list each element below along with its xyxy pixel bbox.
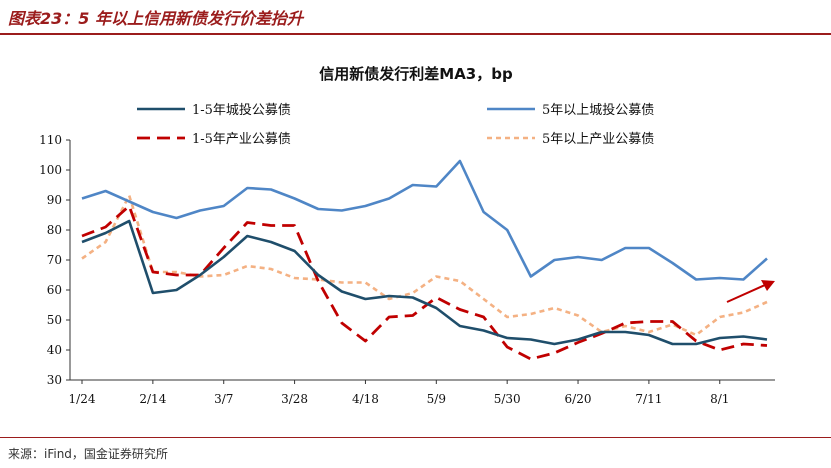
y-tick-label: 110 (39, 133, 62, 147)
y-tick-label: 70 (47, 253, 62, 267)
x-tick-label: 4/18 (352, 392, 379, 406)
annotation-layer (726, 280, 775, 303)
x-tick-label: 8/1 (710, 392, 729, 406)
y-tick-label: 30 (47, 373, 62, 387)
series-line-3 (81, 204, 768, 361)
series-line-2 (81, 159, 768, 281)
header-divider (0, 33, 831, 35)
x-tick-label: 5/9 (427, 392, 446, 406)
trend-arrow-head (761, 280, 775, 291)
y-tick-label: 60 (47, 283, 62, 297)
x-tick-label: 5/30 (494, 392, 521, 406)
y-tick-label: 40 (47, 343, 62, 357)
x-tick-label: 1/24 (69, 392, 96, 406)
footer-divider (0, 437, 831, 438)
legend-label-2: 5年以上城投公募债 (542, 102, 654, 118)
x-tick-label: 7/11 (635, 392, 662, 406)
legend-label-3: 1-5年产业公募债 (192, 132, 291, 147)
chart-axes: 30 40 50 60 70 80 90 100 110 1/24 2/14 3/7 3/28 4/18 5… (39, 133, 775, 406)
trend-arrow-shaft (726, 284, 766, 303)
legend-label-4: 5年以上产业公募债 (542, 132, 654, 147)
series-layer (81, 159, 768, 361)
legend-label-1: 1-5年城投公募债 (192, 102, 291, 118)
y-tick-label: 90 (47, 193, 62, 207)
x-tick-label: 6/20 (565, 392, 592, 406)
figure-header: 图表23：5 年以上信用新债发行价差抬升 (0, 0, 831, 36)
x-tick-label: 3/7 (214, 392, 233, 406)
y-tick-label: 100 (39, 163, 62, 177)
source-note: 来源：iFind，国金证券研究所 (8, 447, 168, 461)
line-chart: 信用新债发行利差MA3，bp 1-5年城投公募债 5年以上城投公募债 1-5年产业公… (39, 65, 775, 406)
chart-title: 信用新债发行利差MA3，bp (319, 65, 513, 83)
figure-title: 图表23：5 年以上信用新债发行价差抬升 (8, 9, 303, 28)
x-tick-label: 2/14 (139, 392, 166, 406)
x-tick-label: 3/28 (281, 392, 308, 406)
y-tick-label: 50 (47, 313, 62, 327)
chart-legend: 1-5年城投公募债 5年以上城投公募债 1-5年产业公募债 5年以上产业公募债 (137, 102, 654, 147)
series-line-1 (81, 219, 768, 346)
y-tick-label: 80 (47, 223, 62, 237)
series-line-4 (81, 194, 768, 337)
